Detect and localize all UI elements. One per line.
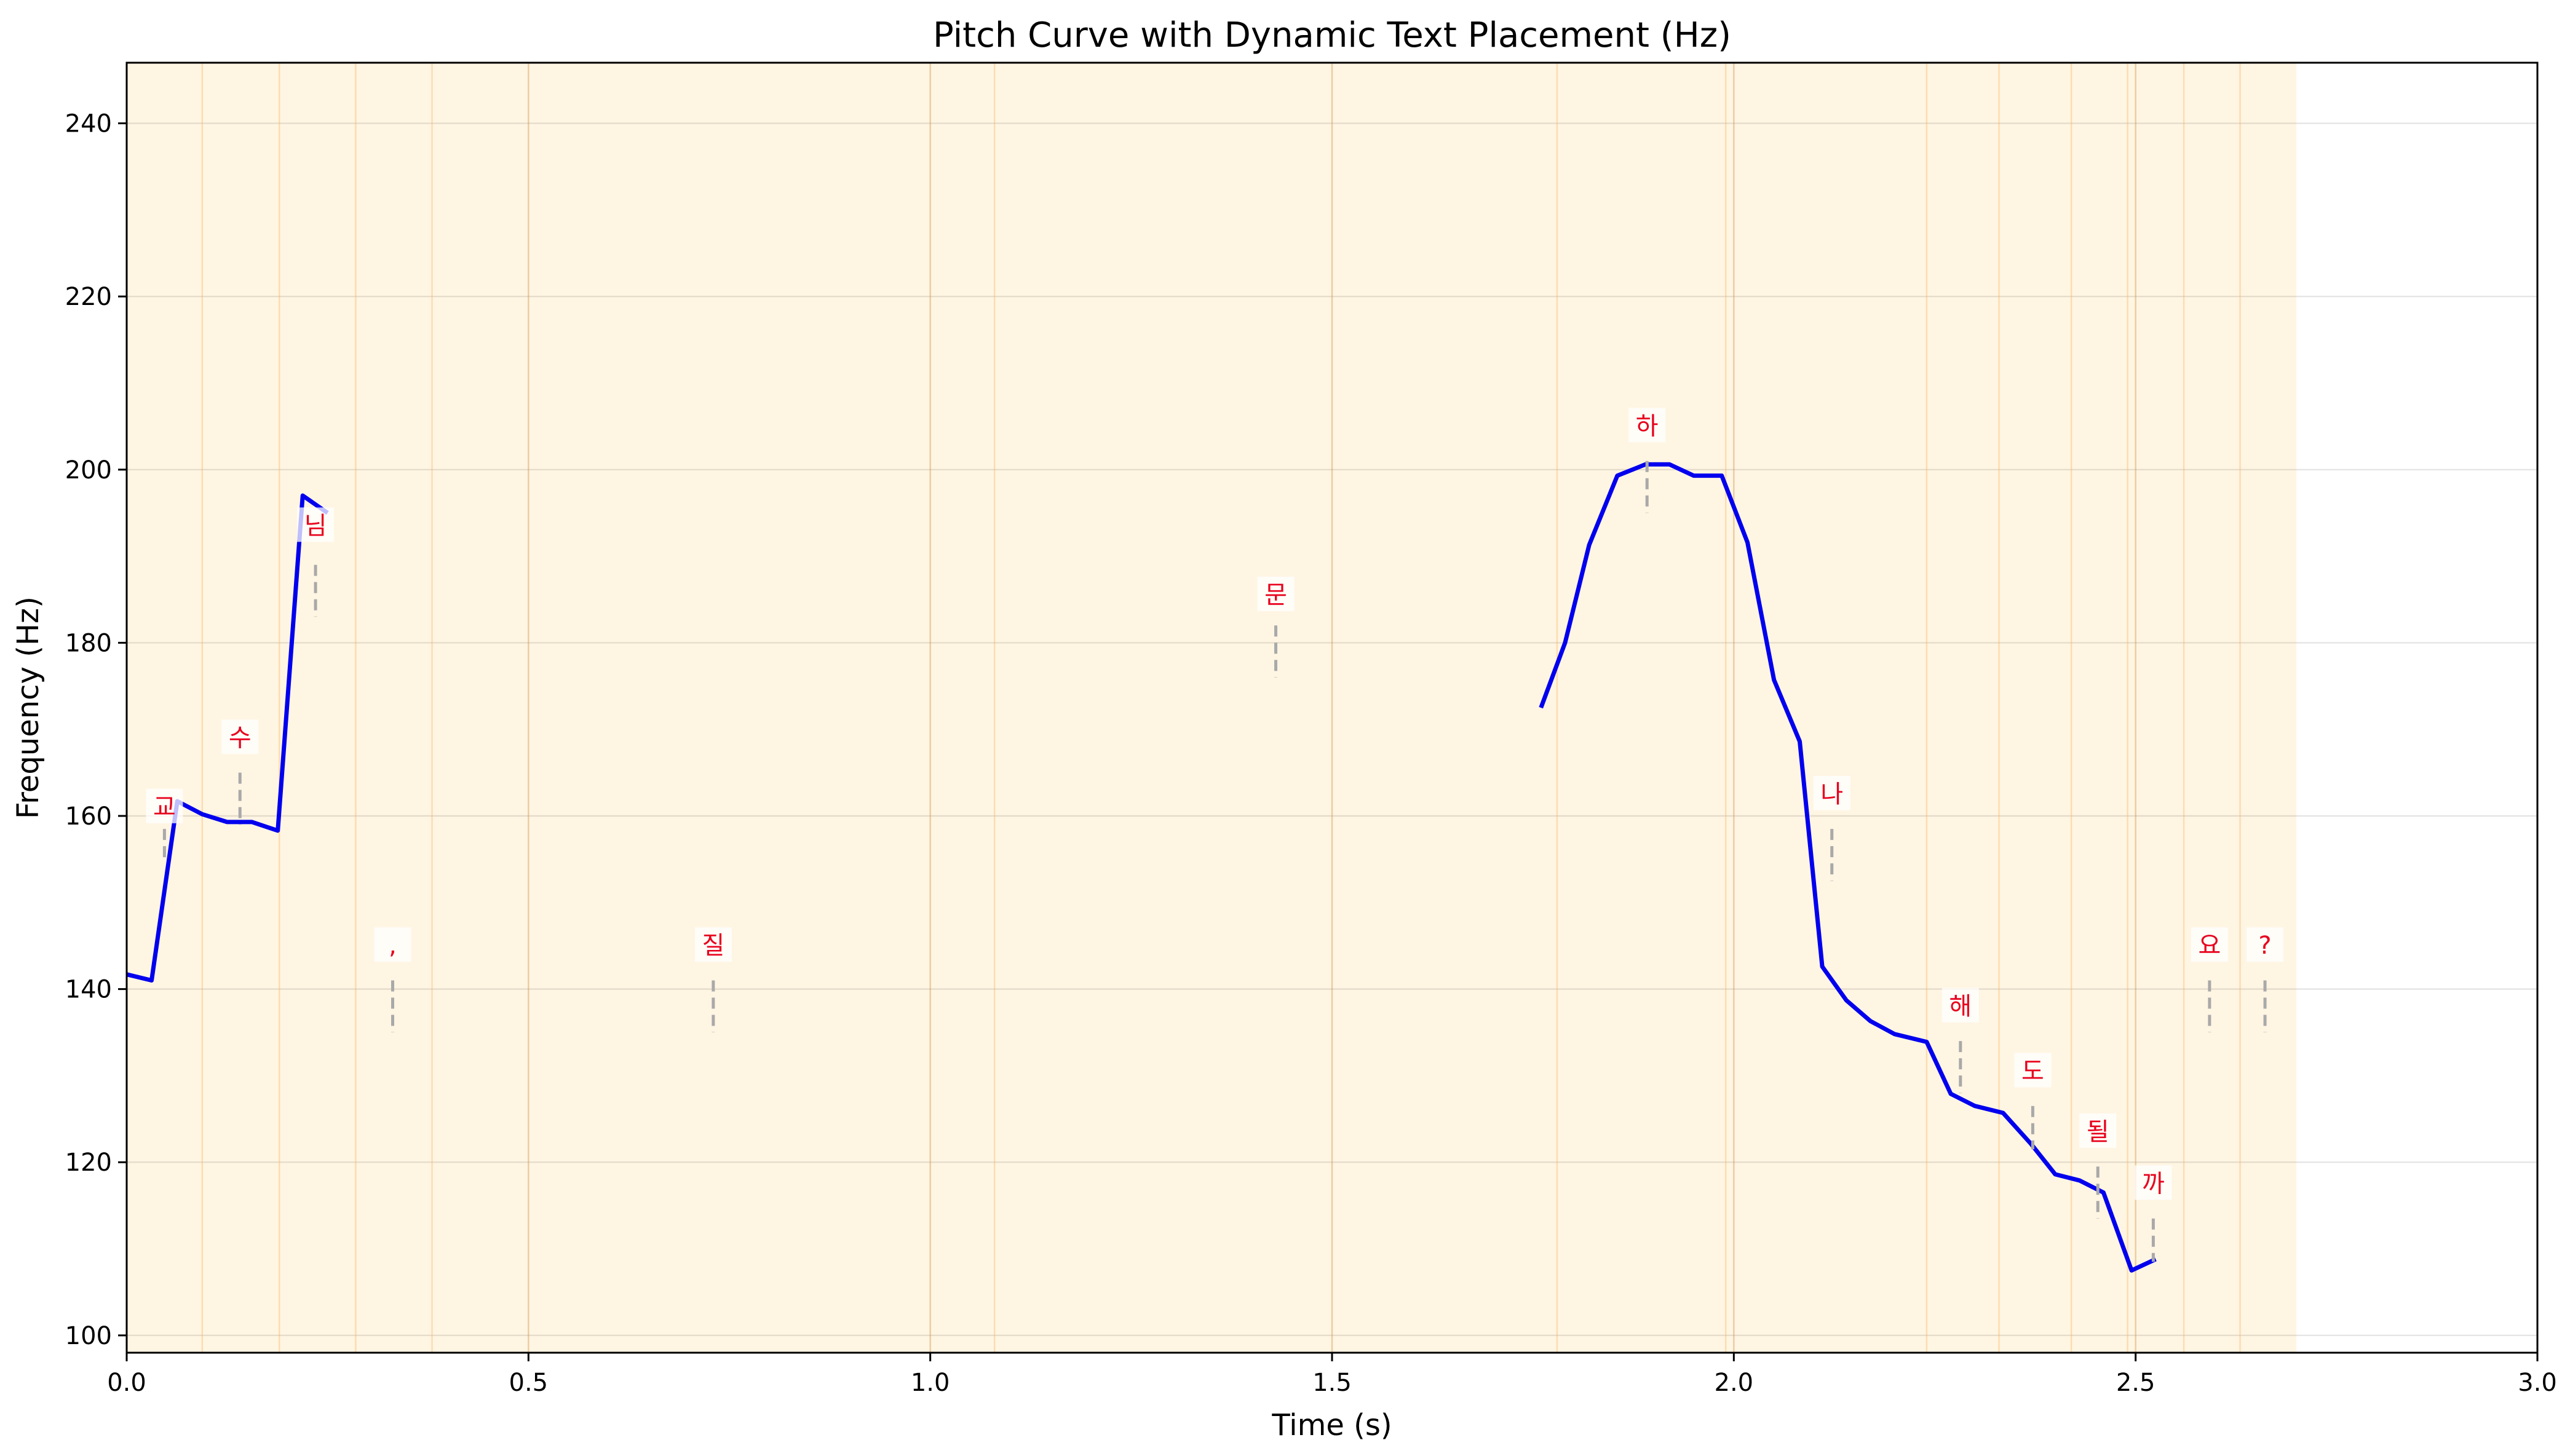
annotation-label: ? bbox=[2258, 932, 2271, 960]
annotation-backdrop bbox=[1257, 576, 1295, 611]
annotation-label: 될 bbox=[2087, 1118, 2109, 1146]
y-tick-label: 100 bbox=[65, 1322, 112, 1350]
x-tick-label: 2.5 bbox=[2116, 1369, 2155, 1397]
annotation-label: 해 bbox=[1949, 992, 1972, 1021]
y-axis: 100 120 140 160 180 200 220 240 bbox=[65, 110, 127, 1350]
annotation-label: 문 bbox=[1264, 581, 1287, 609]
y-tick-label: 220 bbox=[65, 283, 112, 311]
annotation-backdrop bbox=[1813, 775, 1850, 810]
x-tick-label: 1.0 bbox=[911, 1369, 950, 1397]
pitch-line-segment bbox=[126, 493, 329, 983]
annotation-backdrop bbox=[2014, 1053, 2052, 1088]
x-tick-label: 0.0 bbox=[107, 1369, 146, 1397]
segment-boundaries bbox=[201, 63, 2241, 1353]
x-tick-label: 1.5 bbox=[1312, 1369, 1352, 1397]
annotation-backdrop bbox=[1941, 987, 1979, 1023]
annotation-backdrop bbox=[694, 927, 732, 962]
annotation-label: 도 bbox=[2021, 1057, 2044, 1085]
annotation-backdrop bbox=[297, 507, 335, 542]
annotation-backdrop bbox=[2247, 927, 2284, 962]
annotation-backdrop bbox=[2079, 1113, 2117, 1148]
x-tick-label: 3.0 bbox=[2518, 1369, 2557, 1397]
y-tick-label: 200 bbox=[65, 456, 112, 485]
shaded-region bbox=[127, 63, 2296, 1353]
x-tick-label: 0.5 bbox=[509, 1369, 549, 1397]
pitch-curve bbox=[126, 462, 2157, 1273]
annotation-backdrop bbox=[1628, 408, 1666, 443]
annotation-label: 나 bbox=[1820, 780, 1843, 809]
annotation-label: 님 bbox=[304, 512, 327, 540]
x-axis-label: Time (s) bbox=[1271, 1408, 1392, 1442]
annotation-label: 교 bbox=[153, 793, 176, 821]
annotation-label: 수 bbox=[229, 724, 252, 752]
y-tick-label: 120 bbox=[65, 1149, 112, 1177]
y-tick-label: 180 bbox=[65, 629, 112, 657]
y-tick-label: 140 bbox=[65, 976, 112, 1004]
voiced-region-shade bbox=[127, 63, 2296, 1353]
y-tick-label: 240 bbox=[65, 110, 112, 138]
x-tick-label: 2.0 bbox=[1715, 1369, 1754, 1397]
x-axis: 0.0 0.5 1.0 1.5 2.0 2.5 3.0 bbox=[107, 1353, 2557, 1397]
annotation-backdrop bbox=[2135, 1165, 2172, 1200]
y-axis-label: Frequency (Hz) bbox=[11, 596, 46, 819]
annotation-label: 질 bbox=[702, 932, 724, 960]
annotation-label: , bbox=[389, 932, 397, 960]
annotation-ticks bbox=[162, 461, 2267, 1262]
chart-title: Pitch Curve with Dynamic Text Placement … bbox=[933, 15, 1731, 55]
annotation-backdrop bbox=[146, 788, 183, 823]
annotation-backdrop bbox=[2191, 927, 2228, 962]
annotation-label: 요 bbox=[2198, 932, 2221, 960]
y-tick-label: 160 bbox=[65, 802, 112, 831]
annotation-label: 하 bbox=[1636, 412, 1659, 440]
annotation-label: 까 bbox=[2142, 1169, 2165, 1198]
annotation-backdrop bbox=[374, 927, 411, 962]
pitch-line-segment bbox=[1539, 462, 2157, 1273]
annotation-backdrop bbox=[221, 719, 259, 754]
